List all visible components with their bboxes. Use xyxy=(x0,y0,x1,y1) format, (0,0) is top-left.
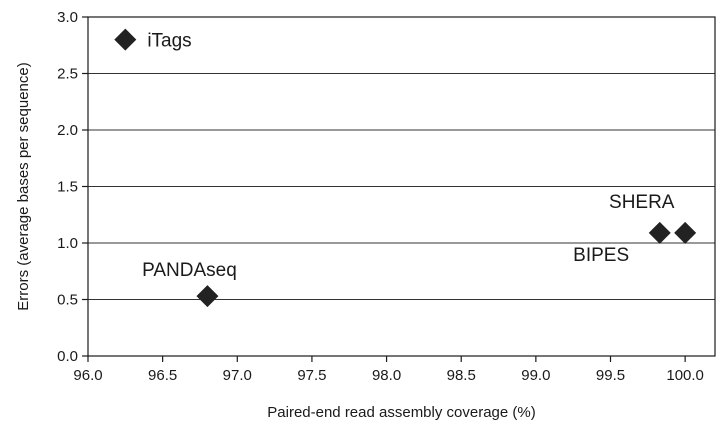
point-label-pandaseq: PANDAseq xyxy=(142,260,237,281)
gridlines xyxy=(88,73,715,300)
y-tick-label-1: 0.5 xyxy=(57,292,78,309)
point-marker-bipes xyxy=(674,221,697,244)
point-label-itags: iTags xyxy=(147,31,191,52)
y-tick-label-4: 2.0 xyxy=(57,122,78,139)
y-tick-label-6: 3.0 xyxy=(57,9,78,26)
data-points: iTags PANDAseq SHERA BIPES xyxy=(114,28,697,308)
x-tick-label-1: 96.5 xyxy=(148,367,177,384)
x-tick-label-5: 98.5 xyxy=(447,367,476,384)
y-tick-label-3: 1.5 xyxy=(57,179,78,196)
x-tick-label-4: 98.0 xyxy=(372,367,401,384)
y-axis-label: Errors (average bases per sequence) xyxy=(15,62,32,310)
point-label-bipes: BIPES xyxy=(573,245,629,266)
y-tick-label-2: 1.0 xyxy=(57,235,78,252)
point-marker-pandaseq xyxy=(196,285,219,308)
x-axis-ticks: 96.0 96.5 97.0 97.5 98.0 98.5 99.0 99.5 100.0 xyxy=(73,356,704,384)
x-tick-label-0: 96.0 xyxy=(73,367,102,384)
x-tick-label-7: 99.5 xyxy=(596,367,625,384)
y-axis-ticks: 0.0 0.5 1.0 1.5 2.0 2.5 3.0 xyxy=(57,9,88,365)
y-tick-label-0: 0.0 xyxy=(57,348,78,365)
point-marker-itags xyxy=(114,28,137,51)
y-tick-label-5: 2.5 xyxy=(57,66,78,83)
x-tick-label-8: 100.0 xyxy=(666,367,704,384)
x-axis-label: Paired-end read assembly coverage (%) xyxy=(267,404,535,421)
x-tick-label-3: 97.5 xyxy=(297,367,326,384)
x-tick-label-2: 97.0 xyxy=(223,367,252,384)
point-label-shera: SHERA xyxy=(609,192,675,213)
point-marker-shera xyxy=(648,221,671,244)
x-tick-label-6: 99.0 xyxy=(521,367,550,384)
